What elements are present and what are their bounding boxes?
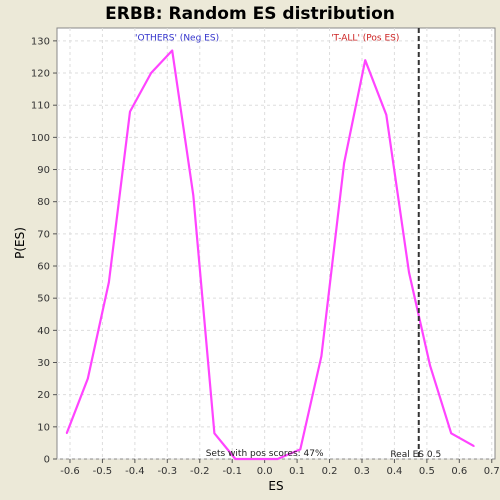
y-tick-label: 20 xyxy=(37,390,50,401)
plot-area xyxy=(56,27,496,460)
series-line xyxy=(65,49,475,461)
x-tick-label: 0.5 xyxy=(419,466,435,477)
data-point xyxy=(473,445,475,447)
x-tick-label: 0.1 xyxy=(289,466,305,477)
x-tick-label: -0.5 xyxy=(93,466,113,477)
data-point xyxy=(276,458,279,460)
data-point xyxy=(234,458,237,460)
y-axis-ticks: 0 10 20 30 40 50 60 70 80 90 100 110 120 130 xyxy=(31,36,57,466)
annotation-label: Sets with pos scores: 47% xyxy=(206,449,324,459)
data-point xyxy=(108,281,110,283)
data-point xyxy=(213,432,216,435)
data-point xyxy=(192,194,195,197)
data-point xyxy=(429,364,431,367)
x-tick-label: 0.4 xyxy=(386,466,402,477)
grid-lines xyxy=(57,28,495,460)
x-tick-label: -0.1 xyxy=(222,466,242,477)
y-tick-label: 80 xyxy=(37,197,50,208)
x-axis-ticks: -0.6 -0.5 -0.4 -0.3 -0.2 -0.1 0.0 0.1 0.2 0.3 0.4 0… xyxy=(60,459,500,477)
y-tick-label: 10 xyxy=(37,422,50,433)
x-tick-label: -0.6 xyxy=(60,466,80,477)
y-tick-label: 50 xyxy=(37,294,50,305)
data-point xyxy=(299,448,302,451)
x-tick-label: 0.0 xyxy=(257,466,273,477)
x-tick-label: -0.2 xyxy=(190,466,210,477)
y-tick-label: 30 xyxy=(37,358,50,369)
x-tick-label: 0.6 xyxy=(451,466,467,477)
x-tick-label: -0.4 xyxy=(125,466,145,477)
x-tick-label: 0.7 xyxy=(484,466,500,477)
data-point xyxy=(450,432,453,435)
y-tick-label: 70 xyxy=(37,229,50,240)
data-point xyxy=(364,59,367,61)
data-point xyxy=(385,114,388,116)
y-tick-label: 90 xyxy=(37,165,50,176)
data-point xyxy=(343,162,345,164)
data-point xyxy=(171,49,173,52)
real-es-label: Real ES 0.5 xyxy=(390,450,441,460)
data-point xyxy=(129,110,131,113)
x-tick-label: -0.3 xyxy=(158,466,178,477)
y-tick-label: 110 xyxy=(31,101,50,112)
data-point xyxy=(408,271,410,274)
y-tick-label: 130 xyxy=(31,36,50,47)
annotation-label: 'T-ALL' (Pos ES) xyxy=(331,34,399,44)
data-point xyxy=(320,355,323,357)
chart-title: ERBB: Random ES distribution xyxy=(105,4,395,24)
y-tick-label: 0 xyxy=(44,455,50,466)
annotation-label: 'OTHERS' (Neg ES) xyxy=(135,34,219,44)
annotations: 'OTHERS' (Neg ES) 'T-ALL' (Pos ES) Sets wi… xyxy=(135,34,399,460)
series-lines xyxy=(65,49,475,461)
data-point xyxy=(65,432,68,435)
x-tick-label: 0.3 xyxy=(354,466,370,477)
y-tick-label: 120 xyxy=(31,69,50,80)
data-point xyxy=(150,72,152,74)
x-tick-label: 0.2 xyxy=(322,466,338,477)
data-point xyxy=(87,377,89,380)
y-tick-label: 60 xyxy=(37,262,50,273)
x-axis-label: ES xyxy=(268,479,283,493)
y-axis-label: P(ES) xyxy=(13,227,27,259)
y-tick-label: 100 xyxy=(31,133,50,144)
data-point xyxy=(255,458,258,460)
y-tick-label: 40 xyxy=(37,326,50,337)
